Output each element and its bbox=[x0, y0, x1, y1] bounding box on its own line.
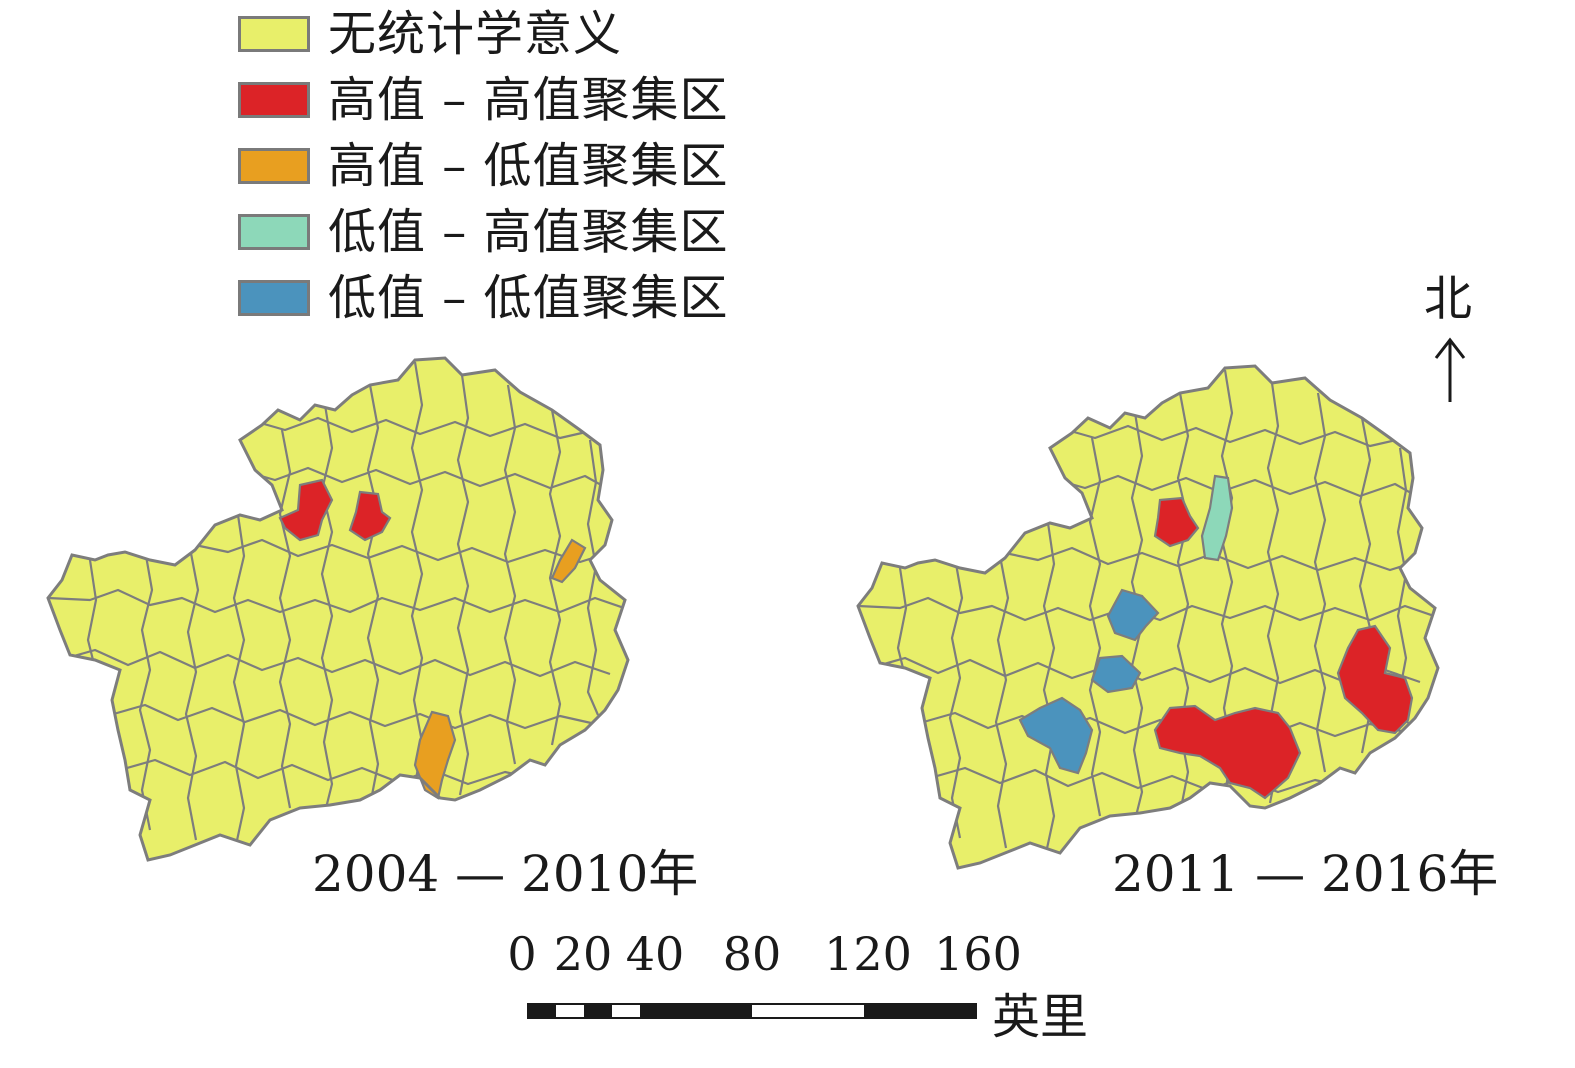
high-low-region bbox=[413, 710, 457, 800]
legend-item-low-low: 低值 – 低值聚集区 bbox=[238, 270, 798, 326]
map-2011-2016 bbox=[856, 364, 1440, 870]
legend-label-high-high: 高值 – 高值聚集区 bbox=[328, 72, 729, 128]
legend-item-high-low: 高值 – 低值聚集区 bbox=[238, 138, 798, 194]
legend-label-low-low: 低值 – 低值聚集区 bbox=[328, 270, 729, 326]
legend-swatch-not-significant bbox=[238, 16, 310, 52]
legend-label-low-high: 低值 – 高值聚集区 bbox=[328, 204, 729, 260]
high-low-region bbox=[550, 538, 587, 584]
legend-label-high-low: 高值 – 低值聚集区 bbox=[328, 138, 729, 194]
legend-swatch-high-low bbox=[238, 148, 310, 184]
scale-tick: 40 bbox=[625, 927, 685, 981]
low-low-region bbox=[1106, 588, 1160, 642]
legend-item-low-high: 低值 – 高值聚集区 bbox=[238, 204, 798, 260]
legend-label-not-significant: 无统计学意义 bbox=[328, 6, 623, 62]
legend-swatch-high-high bbox=[238, 82, 310, 118]
legend-swatch-low-low bbox=[238, 280, 310, 316]
high-high-region bbox=[1336, 624, 1414, 735]
scale-tick: 120 bbox=[824, 927, 912, 981]
scale-tick: 0 bbox=[507, 927, 537, 981]
scale-tick: 20 bbox=[553, 927, 613, 981]
legend-item-high-high: 高值 – 高值聚集区 bbox=[238, 72, 798, 128]
low-high-region bbox=[1200, 474, 1234, 562]
low-low-region bbox=[1018, 696, 1094, 775]
scale-unit: 英里 bbox=[992, 989, 1089, 1045]
low-low-region bbox=[1090, 654, 1142, 694]
high-high-region bbox=[1153, 496, 1200, 548]
high-high-region bbox=[278, 478, 334, 542]
period-label-left: 2004 — 2010年 bbox=[312, 845, 699, 903]
north-label: 北 bbox=[1424, 271, 1473, 327]
legend-swatch-low-high bbox=[238, 214, 310, 250]
period-label-right: 2011 — 2016年 bbox=[1112, 845, 1499, 903]
scale-bar bbox=[527, 1003, 977, 1019]
high-high-region bbox=[1153, 704, 1302, 800]
north-arrow-icon bbox=[1434, 337, 1466, 402]
legend-item-not-significant: 无统计学意义 bbox=[238, 6, 798, 62]
scale-ticks: 0 20 40 80 120 160 bbox=[0, 928, 1575, 988]
scale-tick: 80 bbox=[722, 927, 782, 981]
scale-tick: 160 bbox=[934, 927, 1022, 981]
high-high-region bbox=[348, 490, 392, 542]
map-2004-2010 bbox=[46, 356, 630, 862]
